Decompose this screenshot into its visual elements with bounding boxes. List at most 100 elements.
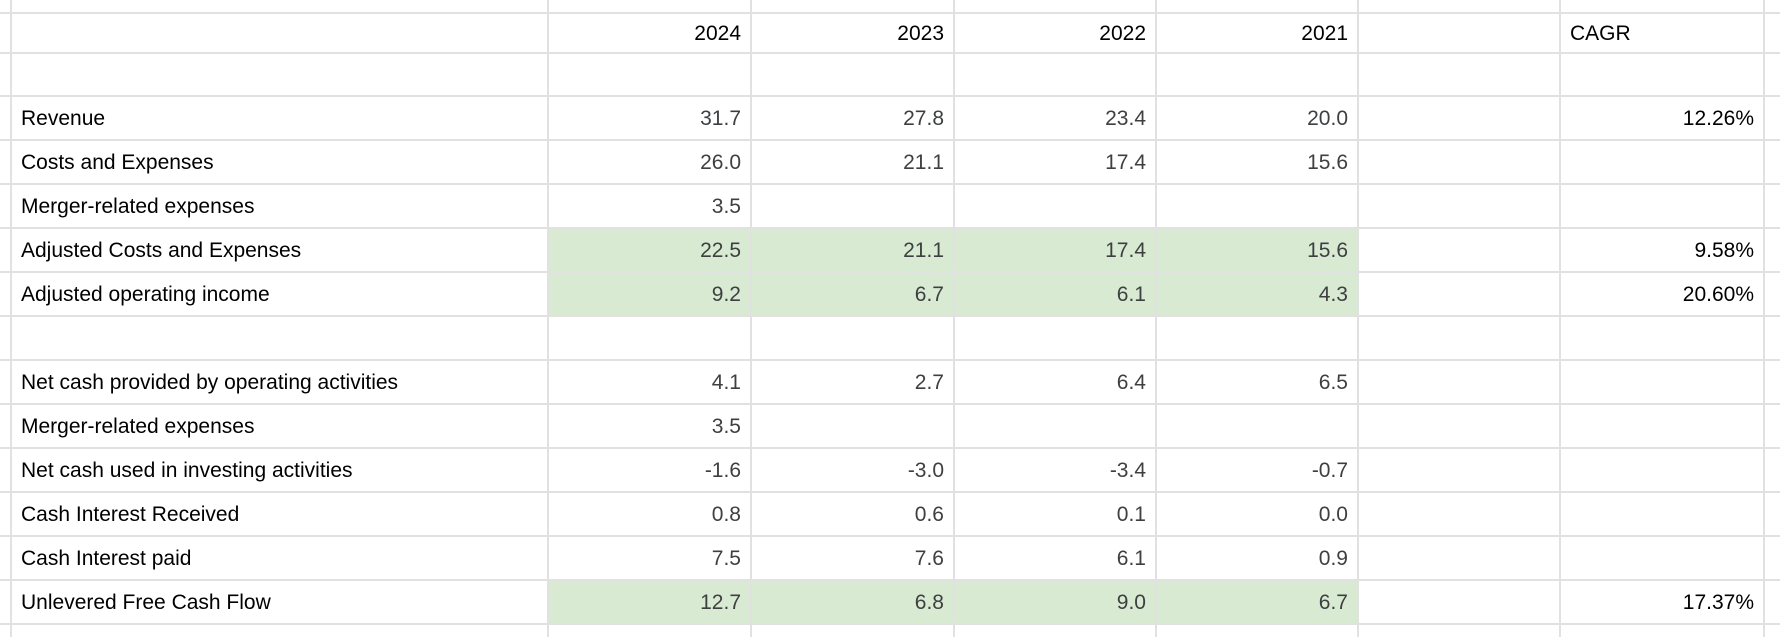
- value-cell[interactable]: 21.1: [752, 141, 953, 183]
- row-label-cell[interactable]: Merger-related expenses: [12, 405, 547, 447]
- grid-cell[interactable]: [1359, 449, 1559, 491]
- year-header-cell[interactable]: 2021: [1157, 14, 1357, 52]
- grid-cell[interactable]: [0, 54, 10, 95]
- value-cell[interactable]: -3.0: [752, 449, 953, 491]
- grid-cell[interactable]: [1765, 97, 1780, 139]
- grid-cell[interactable]: [12, 0, 547, 12]
- value-cell[interactable]: 21.1: [752, 229, 953, 271]
- cagr-value-cell[interactable]: [1561, 405, 1763, 447]
- grid-cell[interactable]: [1561, 0, 1763, 12]
- value-cell[interactable]: [955, 317, 1155, 359]
- value-cell[interactable]: 3.5: [549, 185, 750, 227]
- grid-cell[interactable]: [0, 625, 10, 637]
- cagr-value-cell[interactable]: [1561, 493, 1763, 535]
- grid-cell[interactable]: [1157, 625, 1357, 637]
- grid-cell[interactable]: [1157, 0, 1357, 12]
- value-cell[interactable]: 0.6: [752, 493, 953, 535]
- grid-cell[interactable]: [0, 273, 10, 315]
- value-cell[interactable]: [752, 317, 953, 359]
- row-label-cell[interactable]: Adjusted Costs and Expenses: [12, 229, 547, 271]
- cagr-value-cell[interactable]: [1561, 141, 1763, 183]
- grid-cell[interactable]: [1359, 625, 1559, 637]
- value-cell[interactable]: 27.8: [752, 97, 953, 139]
- row-label-cell[interactable]: Net cash provided by operating activitie…: [12, 361, 547, 403]
- row-label-cell[interactable]: Net cash used in investing activities: [12, 449, 547, 491]
- value-cell[interactable]: 17.4: [955, 141, 1155, 183]
- grid-cell[interactable]: [1765, 141, 1780, 183]
- cagr-value-cell[interactable]: 17.37%: [1561, 581, 1763, 623]
- value-cell[interactable]: 3.5: [549, 405, 750, 447]
- year-header-cell[interactable]: 2024: [549, 14, 750, 52]
- grid-cell[interactable]: [0, 405, 10, 447]
- grid-cell[interactable]: [1765, 581, 1780, 623]
- cagr-header-cell[interactable]: CAGR: [1561, 14, 1763, 52]
- row-label-cell[interactable]: Revenue: [12, 97, 547, 139]
- value-cell[interactable]: [1157, 185, 1357, 227]
- cagr-value-cell[interactable]: 20.60%: [1561, 273, 1763, 315]
- grid-cell[interactable]: [0, 449, 10, 491]
- grid-cell[interactable]: [1359, 14, 1559, 52]
- grid-cell[interactable]: [1561, 625, 1763, 637]
- grid-cell[interactable]: [12, 14, 547, 52]
- value-cell[interactable]: 6.5: [1157, 361, 1357, 403]
- value-cell[interactable]: 7.6: [752, 537, 953, 579]
- grid-cell[interactable]: [1561, 54, 1763, 95]
- grid-cell[interactable]: [1359, 185, 1559, 227]
- value-cell[interactable]: 6.1: [955, 273, 1155, 315]
- grid-cell[interactable]: [0, 0, 10, 12]
- grid-cell[interactable]: [752, 54, 953, 95]
- row-label-cell[interactable]: Unlevered Free Cash Flow: [12, 581, 547, 623]
- value-cell[interactable]: 4.1: [549, 361, 750, 403]
- value-cell[interactable]: 17.4: [955, 229, 1155, 271]
- cagr-value-cell[interactable]: [1561, 361, 1763, 403]
- grid-cell[interactable]: [1359, 97, 1559, 139]
- grid-cell[interactable]: [12, 625, 547, 637]
- grid-cell[interactable]: [955, 0, 1155, 12]
- grid-cell[interactable]: [1359, 317, 1559, 359]
- grid-cell[interactable]: [0, 97, 10, 139]
- value-cell[interactable]: 6.7: [1157, 581, 1357, 623]
- grid-cell[interactable]: [1765, 493, 1780, 535]
- value-cell[interactable]: -0.7: [1157, 449, 1357, 491]
- value-cell[interactable]: [1157, 317, 1357, 359]
- row-label-cell[interactable]: Costs and Expenses: [12, 141, 547, 183]
- grid-cell[interactable]: [0, 14, 10, 52]
- value-cell[interactable]: 26.0: [549, 141, 750, 183]
- grid-cell[interactable]: [0, 141, 10, 183]
- grid-cell[interactable]: [1765, 54, 1780, 95]
- grid-cell[interactable]: [1359, 141, 1559, 183]
- grid-cell[interactable]: [1359, 273, 1559, 315]
- grid-cell[interactable]: [0, 361, 10, 403]
- cagr-value-cell[interactable]: 9.58%: [1561, 229, 1763, 271]
- value-cell[interactable]: 23.4: [955, 97, 1155, 139]
- year-header-cell[interactable]: 2023: [752, 14, 953, 52]
- grid-cell[interactable]: [1765, 185, 1780, 227]
- grid-cell[interactable]: [1359, 0, 1559, 12]
- grid-cell[interactable]: [1765, 449, 1780, 491]
- value-cell[interactable]: [955, 405, 1155, 447]
- value-cell[interactable]: 15.6: [1157, 229, 1357, 271]
- grid-cell[interactable]: [1359, 493, 1559, 535]
- grid-cell[interactable]: [1359, 229, 1559, 271]
- value-cell[interactable]: 0.8: [549, 493, 750, 535]
- value-cell[interactable]: 6.4: [955, 361, 1155, 403]
- grid-cell[interactable]: [1359, 537, 1559, 579]
- grid-cell[interactable]: [955, 54, 1155, 95]
- grid-cell[interactable]: [1157, 54, 1357, 95]
- grid-cell[interactable]: [1765, 625, 1780, 637]
- grid-cell[interactable]: [0, 185, 10, 227]
- value-cell[interactable]: 6.7: [752, 273, 953, 315]
- grid-cell[interactable]: [1359, 581, 1559, 623]
- value-cell[interactable]: 15.6: [1157, 141, 1357, 183]
- grid-cell[interactable]: [1765, 537, 1780, 579]
- grid-cell[interactable]: [0, 493, 10, 535]
- value-cell[interactable]: 2.7: [752, 361, 953, 403]
- grid-cell[interactable]: [1765, 229, 1780, 271]
- grid-cell[interactable]: [752, 625, 953, 637]
- value-cell[interactable]: [752, 185, 953, 227]
- grid-cell[interactable]: [0, 229, 10, 271]
- grid-cell[interactable]: [1765, 405, 1780, 447]
- grid-cell[interactable]: [549, 0, 750, 12]
- value-cell[interactable]: 6.8: [752, 581, 953, 623]
- value-cell[interactable]: [752, 405, 953, 447]
